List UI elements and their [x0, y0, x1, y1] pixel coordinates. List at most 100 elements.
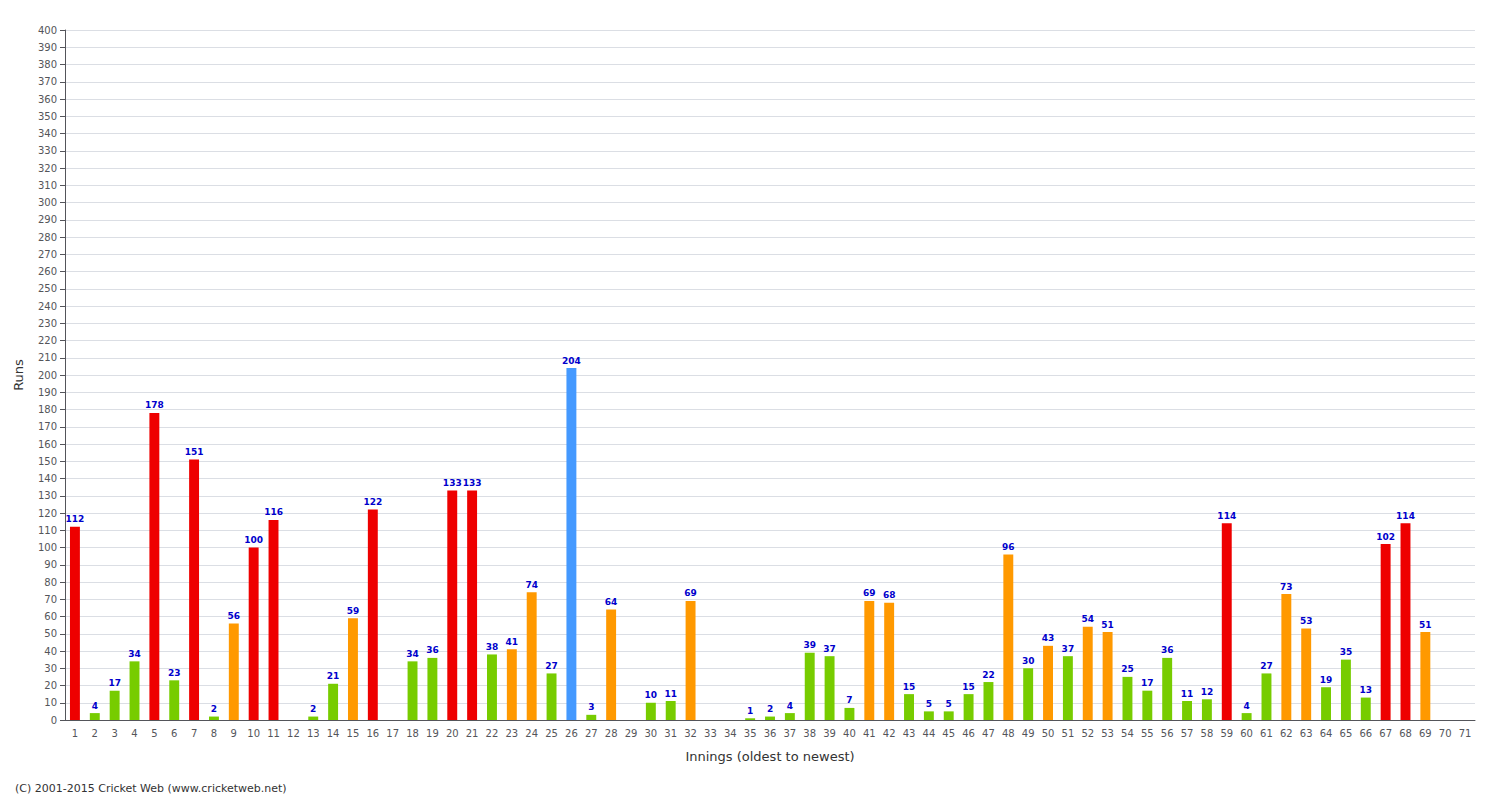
svg-text:42: 42 — [883, 728, 896, 739]
svg-text:10: 10 — [645, 690, 658, 700]
svg-text:0: 0 — [51, 715, 57, 726]
svg-text:2: 2 — [211, 704, 217, 714]
svg-text:56: 56 — [1161, 728, 1174, 739]
svg-text:70: 70 — [44, 594, 57, 605]
svg-text:73: 73 — [1280, 582, 1293, 592]
svg-text:15: 15 — [962, 682, 975, 692]
svg-text:122: 122 — [363, 497, 382, 507]
svg-text:45: 45 — [942, 728, 955, 739]
svg-text:14: 14 — [327, 728, 340, 739]
svg-text:2: 2 — [767, 704, 773, 714]
svg-text:24: 24 — [525, 728, 538, 739]
svg-text:380: 380 — [38, 59, 57, 70]
svg-text:350: 350 — [38, 111, 57, 122]
svg-text:54: 54 — [1081, 614, 1094, 624]
svg-text:53: 53 — [1300, 616, 1313, 626]
svg-text:32: 32 — [684, 728, 697, 739]
svg-text:2: 2 — [92, 728, 98, 739]
svg-text:260: 260 — [38, 266, 57, 277]
svg-text:(C) 2001-2015 Cricket Web (www: (C) 2001-2015 Cricket Web (www.cricketwe… — [15, 782, 287, 795]
svg-text:7: 7 — [846, 695, 852, 705]
svg-text:67: 67 — [1379, 728, 1392, 739]
svg-text:59: 59 — [347, 606, 360, 616]
svg-text:116: 116 — [264, 507, 283, 517]
svg-text:60: 60 — [1240, 728, 1253, 739]
svg-text:26: 26 — [565, 728, 578, 739]
svg-text:130: 130 — [38, 490, 57, 501]
svg-text:13: 13 — [1360, 685, 1373, 695]
svg-text:8: 8 — [211, 728, 217, 739]
svg-text:2: 2 — [310, 704, 316, 714]
svg-text:65: 65 — [1340, 728, 1353, 739]
svg-text:57: 57 — [1181, 728, 1194, 739]
svg-text:100: 100 — [38, 542, 57, 553]
svg-text:68: 68 — [1399, 728, 1412, 739]
svg-text:37: 37 — [1062, 644, 1075, 654]
svg-text:250: 250 — [38, 283, 57, 294]
svg-text:17: 17 — [108, 678, 121, 688]
svg-text:51: 51 — [1419, 620, 1432, 630]
svg-text:170: 170 — [38, 421, 57, 432]
svg-text:133: 133 — [443, 478, 462, 488]
svg-text:69: 69 — [684, 588, 697, 598]
svg-text:50: 50 — [1042, 728, 1055, 739]
svg-text:390: 390 — [38, 42, 57, 53]
svg-text:23: 23 — [168, 668, 181, 678]
svg-text:210: 210 — [38, 352, 57, 363]
svg-text:9: 9 — [231, 728, 237, 739]
svg-text:370: 370 — [38, 76, 57, 87]
svg-text:10: 10 — [44, 697, 57, 708]
svg-text:31: 31 — [664, 728, 677, 739]
svg-text:320: 320 — [38, 163, 57, 174]
svg-text:10: 10 — [247, 728, 260, 739]
svg-text:80: 80 — [44, 577, 57, 588]
svg-text:35: 35 — [1340, 647, 1353, 657]
svg-text:160: 160 — [38, 439, 57, 450]
svg-text:64: 64 — [605, 597, 618, 607]
svg-text:27: 27 — [545, 661, 558, 671]
svg-text:29: 29 — [625, 728, 638, 739]
svg-text:44: 44 — [923, 728, 936, 739]
svg-text:6: 6 — [171, 728, 177, 739]
svg-text:12: 12 — [287, 728, 300, 739]
svg-text:19: 19 — [426, 728, 439, 739]
svg-text:70: 70 — [1439, 728, 1452, 739]
svg-text:66: 66 — [1359, 728, 1372, 739]
svg-text:60: 60 — [44, 611, 57, 622]
svg-text:36: 36 — [1161, 645, 1174, 655]
svg-text:100: 100 — [244, 535, 263, 545]
svg-text:90: 90 — [44, 559, 57, 570]
svg-text:5: 5 — [926, 699, 932, 709]
svg-text:400: 400 — [38, 25, 57, 36]
svg-text:178: 178 — [145, 400, 164, 410]
svg-text:47: 47 — [982, 728, 995, 739]
svg-text:4: 4 — [131, 728, 137, 739]
svg-text:340: 340 — [38, 128, 57, 139]
svg-text:41: 41 — [863, 728, 876, 739]
svg-text:7: 7 — [191, 728, 197, 739]
svg-text:20: 20 — [44, 680, 57, 691]
svg-text:63: 63 — [1300, 728, 1313, 739]
svg-text:17: 17 — [386, 728, 399, 739]
svg-text:16: 16 — [366, 728, 379, 739]
svg-text:41: 41 — [506, 637, 519, 647]
svg-text:51: 51 — [1062, 728, 1075, 739]
svg-text:39: 39 — [803, 640, 816, 650]
svg-text:133: 133 — [463, 478, 482, 488]
svg-text:25: 25 — [1121, 664, 1134, 674]
svg-text:39: 39 — [823, 728, 836, 739]
svg-text:40: 40 — [843, 728, 856, 739]
svg-text:300: 300 — [38, 197, 57, 208]
svg-text:69: 69 — [1419, 728, 1432, 739]
svg-text:22: 22 — [486, 728, 499, 739]
svg-text:43: 43 — [903, 728, 916, 739]
svg-text:114: 114 — [1396, 511, 1415, 521]
svg-text:290: 290 — [38, 214, 57, 225]
svg-text:35: 35 — [744, 728, 757, 739]
svg-text:13: 13 — [307, 728, 320, 739]
svg-text:240: 240 — [38, 301, 57, 312]
svg-text:4: 4 — [787, 701, 793, 711]
svg-text:46: 46 — [962, 728, 975, 739]
svg-text:5: 5 — [946, 699, 952, 709]
svg-text:102: 102 — [1376, 532, 1395, 542]
